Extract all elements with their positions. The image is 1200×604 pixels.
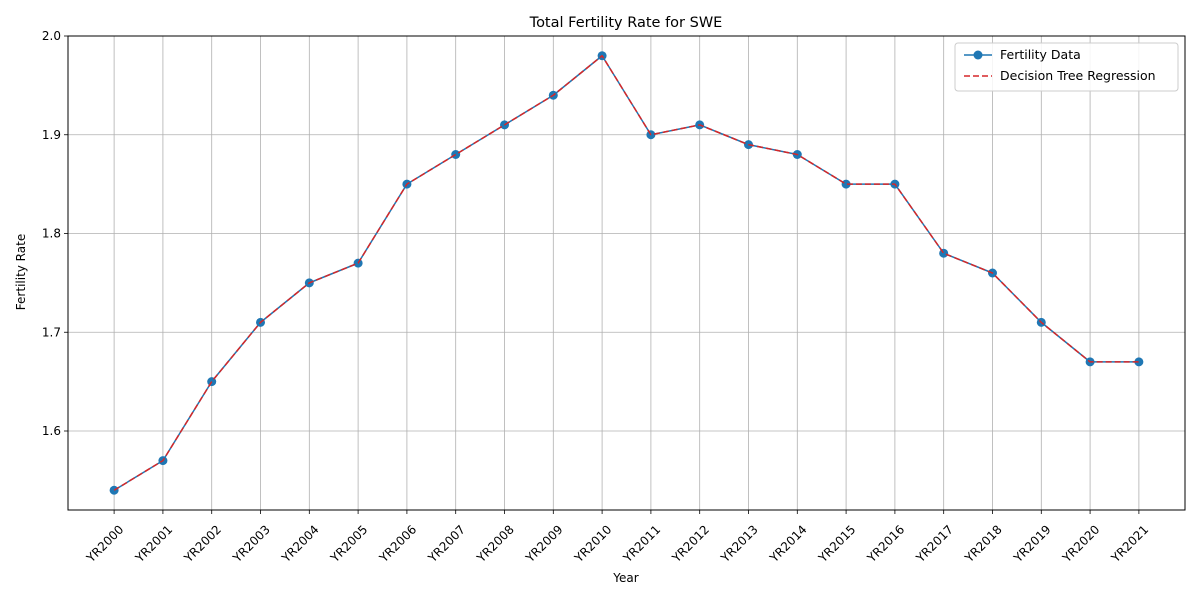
plot-frame [67, 35, 1186, 511]
series-line-decision-tree-regression [113, 55, 1139, 491]
data-point-fertility-YR2021 [1134, 357, 1144, 367]
x-axis-label: Year [612, 571, 638, 585]
y-axis-ticks: 1.6 1.7 1.8 1.9 2.0 [42, 29, 68, 438]
chart-title: Total Fertility Rate for SWE [529, 15, 723, 31]
y-tick-label: 2.0 [42, 29, 61, 43]
legend-label-decision-tree: Decision Tree Regression [1000, 68, 1156, 83]
data-point-fertility-YR2015 [841, 179, 851, 189]
y-tick-label: 1.9 [42, 128, 61, 142]
y-axis-label: Fertility Rate [14, 234, 28, 310]
y-tick-label: 1.7 [42, 325, 61, 339]
legend: Fertility Data Decision Tree Regression [954, 42, 1179, 92]
series-layer [109, 51, 1144, 495]
legend-frame [954, 42, 1179, 92]
data-point-fertility-YR2017 [939, 248, 949, 258]
grid-lines [68, 35, 1185, 510]
legend-label-fertility-data: Fertility Data [1000, 47, 1081, 62]
y-tick-label: 1.6 [42, 424, 61, 438]
data-point-fertility-YR2007 [451, 150, 461, 159]
y-tick-label: 1.8 [42, 227, 61, 241]
legend-marker-fertility-data [973, 50, 983, 60]
